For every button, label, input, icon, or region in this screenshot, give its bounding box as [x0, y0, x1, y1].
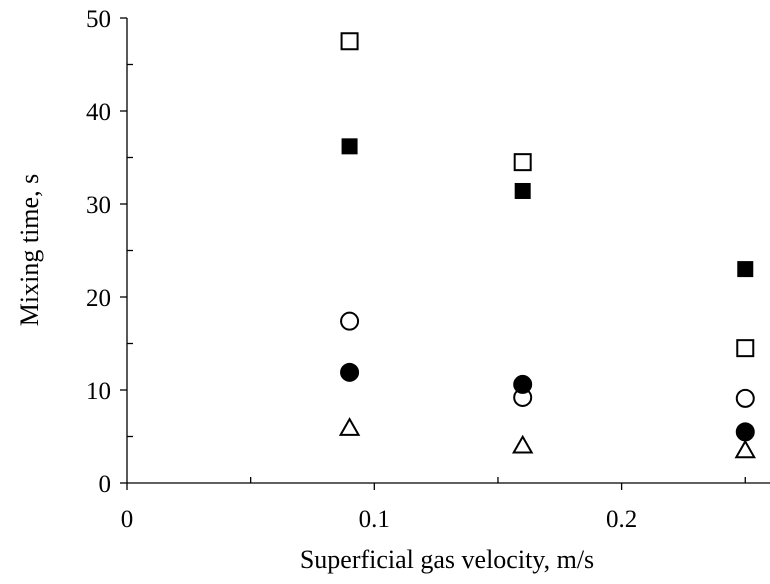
- y-axis-title: Mixing time, s: [15, 174, 44, 326]
- data-point-circle-filled: [513, 374, 533, 394]
- data-points: [338, 32, 756, 459]
- data-point-square-open: [340, 32, 359, 51]
- x-tick-labels: 0 0.1 0.2: [121, 506, 637, 533]
- data-point-circle-open: [735, 388, 755, 408]
- y-tick-labels: 0 10 20 30 40 50: [86, 6, 111, 498]
- data-point-triangle-open: [734, 439, 756, 459]
- data-point-circle-open: [340, 311, 360, 331]
- y-tick-label: 40: [86, 99, 111, 126]
- y-tick-label: 20: [86, 285, 111, 312]
- data-point-circle-filled: [735, 422, 755, 442]
- data-point-triangle-open: [511, 434, 534, 454]
- data-point-triangle-open: [338, 417, 361, 436]
- x-tick-label: 0.1: [359, 506, 390, 533]
- data-point-circle-filled: [340, 362, 360, 382]
- y-tick-label: 30: [86, 192, 111, 219]
- y-tick-label: 10: [86, 378, 111, 405]
- y-tick-label: 50: [86, 6, 111, 33]
- data-point-square-open: [736, 339, 755, 358]
- x-tick-label: 0.2: [606, 506, 637, 533]
- data-point-square-filled: [737, 261, 754, 278]
- data-point-square-open: [513, 153, 532, 172]
- data-point-square-filled: [514, 182, 531, 199]
- x-axis-title: Superficial gas velocity, m/s: [300, 545, 594, 574]
- data-point-square-filled: [341, 138, 358, 155]
- y-tick-label: 0: [99, 471, 112, 498]
- x-tick-label: 0: [121, 506, 134, 533]
- axes: [120, 17, 770, 490]
